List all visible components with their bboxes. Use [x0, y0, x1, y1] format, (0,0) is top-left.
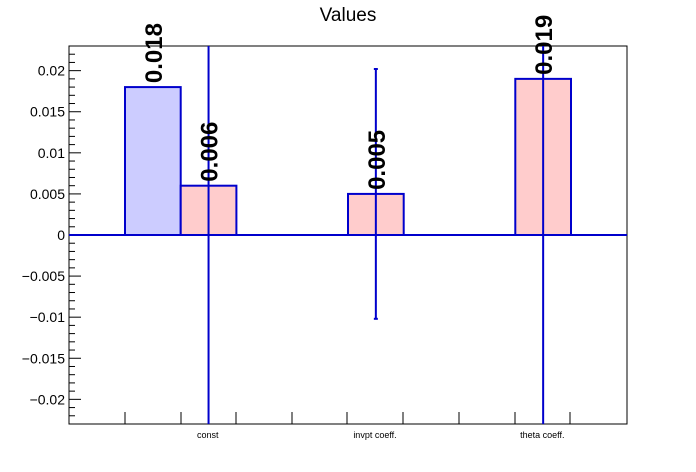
x-category-label: const	[197, 430, 219, 440]
x-category-label: invpt coeff.	[353, 430, 396, 440]
y-tick-label: 0.02	[38, 63, 65, 79]
axes-group: 0.02 0.015 0.01 0.005 0 −0.005 −0.01 −0.015 −0.0…	[22, 45, 628, 440]
x-category-label: theta coeff.	[520, 430, 564, 440]
bar	[124, 86, 182, 236]
value-labels-group: 0.018 0.006 0.005 0.019	[141, 15, 558, 190]
bar-value-label: 0.006	[197, 122, 224, 182]
y-tick-label: 0.005	[30, 186, 65, 202]
y-tick-label: −0.005	[22, 268, 65, 284]
y-tick-label: −0.015	[22, 350, 65, 366]
y-tick-label: 0.015	[30, 104, 65, 120]
bar-value-label: 0.005	[364, 130, 391, 190]
bar-value-label: 0.018	[141, 23, 168, 83]
y-tick-label: −0.01	[30, 309, 66, 325]
chart-title: Values	[319, 5, 377, 26]
y-tick-label: 0.01	[38, 145, 65, 161]
y-tick-label: −0.02	[30, 391, 66, 407]
error-bars-group	[207, 46, 545, 424]
bar-value-label: 0.019	[531, 15, 558, 75]
y-tick-label: 0	[57, 227, 65, 243]
